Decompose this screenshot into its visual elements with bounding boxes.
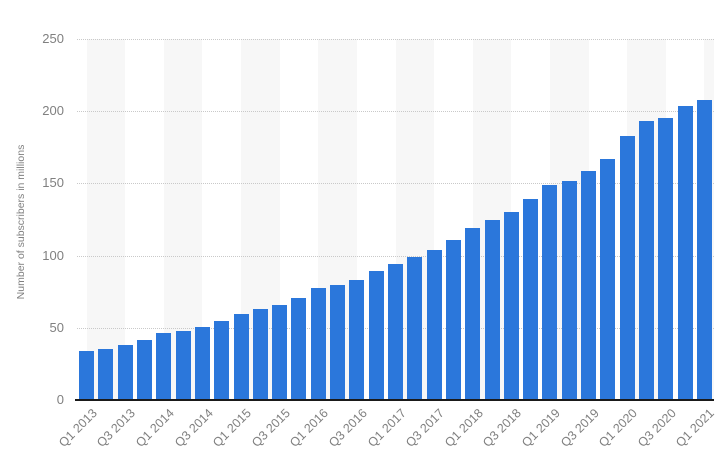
- x-tick-label: Q1 2014: [132, 406, 177, 450]
- x-tick-label: Q3 2016: [325, 406, 370, 450]
- bar[interactable]: [523, 198, 539, 400]
- bar[interactable]: [368, 271, 384, 400]
- x-tick-label: Q3 2020: [634, 406, 679, 450]
- x-tick-label: Q1 2021: [673, 406, 715, 450]
- gridline: [77, 39, 714, 40]
- x-tick-label: Q3 2017: [403, 406, 447, 450]
- bar[interactable]: [194, 326, 210, 400]
- bar[interactable]: [98, 348, 114, 400]
- bar[interactable]: [407, 256, 423, 400]
- bar[interactable]: [445, 240, 461, 400]
- bar[interactable]: [503, 211, 519, 400]
- x-tick-label: Q1 2015: [210, 406, 254, 450]
- bar[interactable]: [214, 321, 230, 400]
- bar[interactable]: [542, 185, 558, 400]
- y-tick-label: 150: [42, 175, 64, 191]
- x-tick-label: Q3 2015: [248, 406, 293, 450]
- x-tick-label: Q1 2016: [287, 406, 332, 450]
- bar[interactable]: [349, 279, 365, 400]
- y-axis-title: Number of subscribers in millions: [15, 144, 27, 300]
- bar[interactable]: [677, 105, 693, 400]
- x-tick-label: Q1 2017: [364, 406, 409, 450]
- bar[interactable]: [484, 220, 500, 400]
- bar[interactable]: [137, 340, 153, 400]
- x-tick-label: Q1 2018: [441, 406, 486, 450]
- bar[interactable]: [330, 284, 346, 400]
- y-tick-label: 250: [42, 31, 64, 46]
- y-tick-label: 100: [42, 247, 64, 263]
- x-tick-label: Q1 2019: [519, 406, 563, 450]
- bar[interactable]: [696, 100, 712, 400]
- gridline: [77, 111, 714, 113]
- x-tick-label: Q3 2014: [171, 406, 216, 450]
- bar[interactable]: [600, 158, 616, 400]
- plot-area: [77, 39, 714, 400]
- bar[interactable]: [156, 333, 172, 400]
- bar[interactable]: [638, 121, 654, 400]
- bar[interactable]: [426, 249, 442, 400]
- bar[interactable]: [291, 297, 307, 400]
- y-tick-label: 200: [42, 103, 64, 119]
- y-tick-label: 50: [49, 319, 64, 335]
- bar[interactable]: [310, 287, 326, 400]
- bar[interactable]: [272, 304, 288, 400]
- bar[interactable]: [561, 181, 577, 400]
- x-tick-label: Q3 2013: [94, 406, 139, 450]
- bar[interactable]: [388, 263, 403, 400]
- bar[interactable]: [581, 171, 597, 400]
- bar[interactable]: [619, 135, 635, 400]
- bar[interactable]: [465, 228, 481, 400]
- bar[interactable]: [175, 330, 191, 400]
- y-tick-label: 0: [56, 392, 64, 407]
- x-tick-label: Q1 2020: [596, 406, 641, 450]
- bar[interactable]: [79, 350, 95, 400]
- gridline: [77, 255, 714, 257]
- bar[interactable]: [252, 309, 268, 400]
- x-axis-line: [75, 399, 714, 401]
- gridline: [77, 183, 714, 185]
- x-tick-label: Q3 2019: [557, 406, 602, 450]
- x-tick-label: Q3 2018: [480, 406, 525, 450]
- x-tick-label: Q1 2013: [55, 406, 100, 450]
- bar[interactable]: [233, 313, 249, 400]
- bar[interactable]: [117, 345, 133, 400]
- bar[interactable]: [658, 118, 674, 400]
- background-stripe: [86, 39, 126, 400]
